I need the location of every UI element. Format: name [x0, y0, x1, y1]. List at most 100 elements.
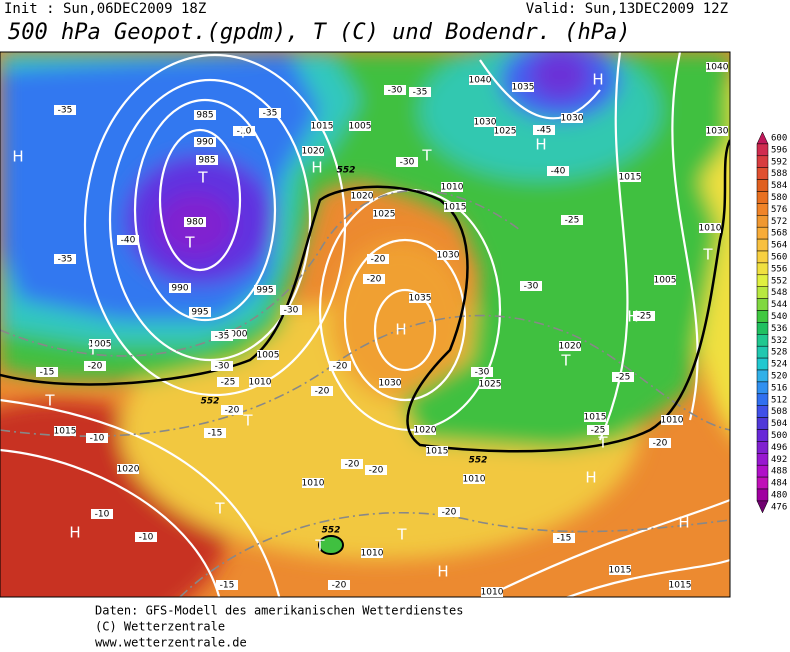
isobar-label: 1010 — [361, 549, 384, 559]
colorbar-swatch — [756, 203, 769, 216]
colorbar-label: 544 — [771, 300, 787, 310]
label-box — [341, 459, 363, 469]
colorbar-label: 520 — [771, 371, 787, 381]
colorbar-label: 500 — [771, 431, 787, 441]
label-box — [396, 157, 418, 167]
label-box — [54, 254, 76, 264]
pressure-center: T — [197, 169, 208, 187]
label-box — [169, 283, 191, 293]
isobar-label: 1035 — [409, 294, 432, 304]
isotherm-label: -30 — [284, 306, 299, 316]
label-box — [135, 532, 157, 542]
colorbar-label: 536 — [771, 324, 787, 334]
pressure-center: H — [69, 524, 80, 542]
label-box — [117, 464, 139, 474]
isobar-label: 1010 — [441, 183, 464, 193]
isobar-label: 1015 — [311, 122, 334, 132]
isobar-label: 1035 — [512, 83, 535, 93]
isotherm-label: -25 — [221, 378, 236, 388]
label-box — [463, 474, 485, 484]
colorbar-label: 496 — [771, 443, 787, 453]
label-box — [619, 172, 641, 182]
label-box — [373, 209, 395, 219]
isotherm-label: -20 — [333, 362, 348, 372]
colorbar-swatch — [756, 464, 769, 478]
isotherm-label: -15 — [208, 429, 223, 439]
footer-line: (C) Wetterzentrale — [95, 620, 225, 634]
isobar-label: 1020 — [559, 342, 582, 352]
colorbar-label: 548 — [771, 288, 787, 298]
label-box — [474, 117, 496, 127]
pressure-center: T — [702, 246, 713, 264]
pressure-center: H — [535, 136, 546, 154]
isotherm-label: -20 — [367, 275, 382, 285]
label-box — [553, 533, 575, 543]
pressure-center: T — [214, 500, 225, 518]
colorbar-swatch — [756, 250, 769, 264]
label-box — [328, 580, 350, 590]
label-box — [302, 146, 324, 156]
isotherm-label: -30 — [215, 362, 230, 372]
isobar-label: 1010 — [481, 588, 504, 598]
label-box — [280, 305, 302, 315]
label-box — [379, 378, 401, 388]
isotherm-label: -20 — [371, 255, 386, 265]
isotherm-label: -25 — [616, 373, 631, 383]
isotherm-label: -30 — [524, 282, 539, 292]
label-box — [479, 379, 501, 389]
label-box — [587, 425, 609, 435]
colorbar-label: 572 — [771, 217, 787, 227]
label-box — [211, 331, 233, 341]
isotherm-label: -25 — [637, 312, 652, 322]
label-box — [547, 166, 569, 176]
label-box — [36, 367, 58, 377]
colorbar-swatch — [756, 226, 769, 240]
pressure-center: H — [592, 71, 603, 89]
colorbar-label: 584 — [771, 181, 787, 191]
isotherm-label: -35 — [58, 106, 73, 116]
colorbar-swatch — [756, 155, 769, 168]
pressure-center: T — [242, 412, 253, 430]
colorbar-swatch — [756, 441, 769, 454]
colorbar-swatch — [756, 369, 769, 383]
colorbar-swatch — [756, 131, 769, 145]
label-box — [221, 405, 243, 415]
label-box — [706, 62, 728, 72]
colorbar-swatch — [756, 405, 769, 418]
label-box — [204, 428, 226, 438]
colorbar-swatch — [756, 274, 769, 287]
isobar-label: 1015 — [609, 566, 632, 576]
pressure-center: T — [237, 124, 248, 142]
label-box — [481, 587, 503, 597]
isobar-label: 1025 — [494, 127, 517, 137]
label-box — [86, 433, 108, 443]
label-box — [249, 377, 271, 387]
label-box — [437, 250, 459, 260]
isobar-label: 1020 — [414, 426, 437, 436]
isobar-label: 1005 — [257, 351, 280, 361]
colorbar-swatch — [756, 357, 769, 371]
label-box — [438, 507, 460, 517]
isotherm-label: -20 — [88, 362, 103, 372]
label-box — [409, 87, 431, 97]
isobar-label: 1000 — [225, 330, 248, 340]
pressure-center: T — [597, 434, 608, 452]
pressure-center: H — [311, 159, 322, 177]
colorbar-swatch — [756, 298, 769, 311]
isobar-label: 1010 — [699, 224, 722, 234]
height-label: 552 — [322, 526, 341, 536]
isotherm-label: -10 — [95, 510, 110, 520]
pressure-center: H — [678, 514, 689, 532]
pressure-center: H — [12, 148, 23, 166]
label-box — [117, 235, 139, 245]
label-box — [257, 350, 279, 360]
isotherm-label: -15 — [220, 581, 235, 591]
colorbar-label: 524 — [771, 360, 787, 370]
pressure-center: T — [560, 352, 571, 370]
isotherm-label: -30 — [475, 368, 490, 378]
colorbar-swatch — [756, 500, 769, 514]
map-title: 500 hPa Geopot.(gpdm), T (C) und Bodendr… — [8, 20, 631, 45]
label-box — [351, 191, 373, 201]
colorbar-swatch — [756, 143, 769, 157]
